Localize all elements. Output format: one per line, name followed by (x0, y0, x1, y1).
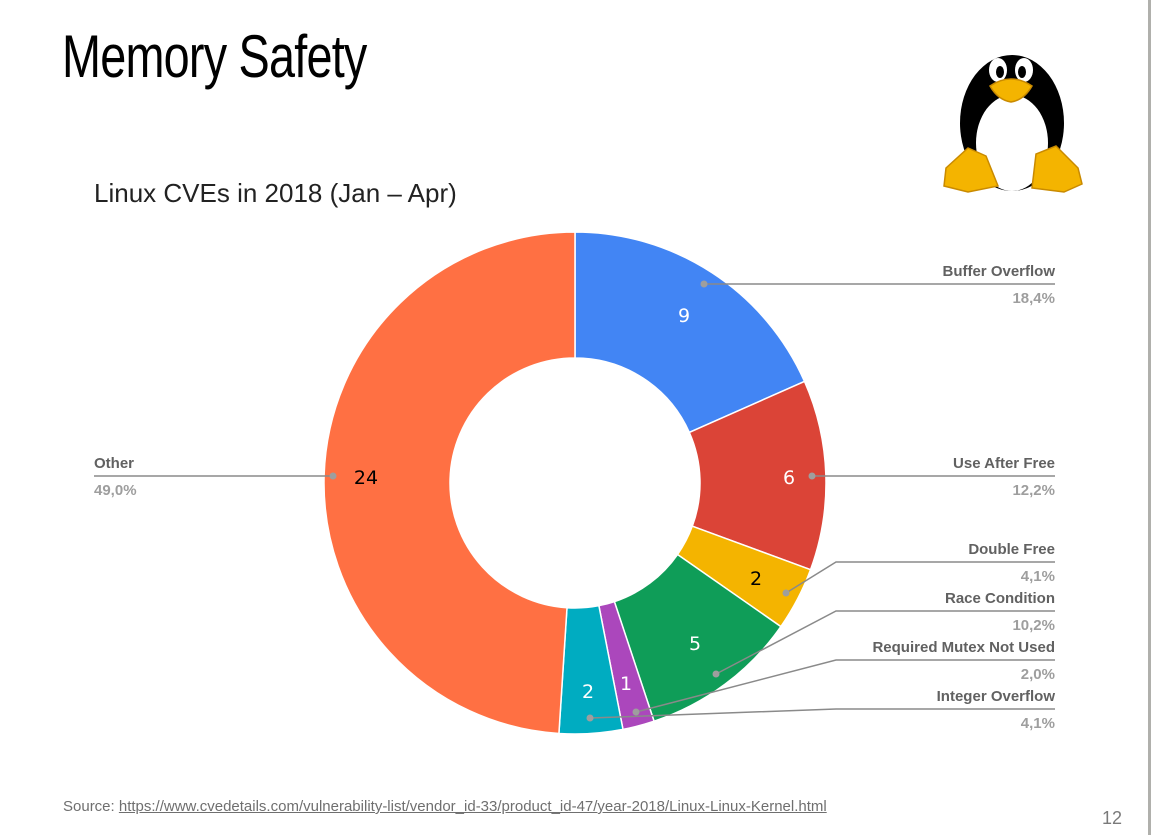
tux-penguin-icon (943, 55, 1083, 193)
category-label-required-mutex-not-used: Required Mutex Not Used (872, 639, 1055, 656)
category-label-other: Other (94, 455, 134, 472)
leader-line-integer-overflow (589, 708, 1055, 719)
category-label-use-after-free: Use After Free (953, 455, 1055, 472)
percent-label-race-condition: 10,2% (1012, 617, 1055, 634)
percent-label-double-free: 4,1% (1021, 568, 1055, 585)
slice-buffer-overflow[interactable] (574, 231, 806, 434)
leader-line-required-mutex-not-used (635, 659, 1055, 713)
value-label-race-condition: 5 (689, 633, 701, 655)
category-label-race-condition: Race Condition (945, 590, 1055, 607)
percent-label-use-after-free: 12,2% (1012, 482, 1055, 499)
leader-dot-double-free (782, 589, 790, 597)
source-link[interactable]: https://www.cvedetails.com/vulnerability… (118, 798, 827, 815)
value-label-other: 24 (354, 467, 378, 489)
category-label-buffer-overflow: Buffer Overflow (942, 263, 1055, 280)
percent-label-other: 49,0% (94, 482, 137, 499)
page-number: 12 (1102, 808, 1123, 828)
chart-title: Linux CVEs in 2018 (Jan – Apr) (94, 178, 457, 208)
value-label-use-after-free: 6 (783, 467, 795, 489)
slice-other[interactable] (323, 231, 576, 735)
percent-label-required-mutex-not-used: 2,0% (1021, 666, 1055, 683)
category-label-double-free: Double Free (968, 541, 1055, 558)
percent-label-buffer-overflow: 18,4% (1012, 290, 1055, 307)
source-label: Source: (63, 798, 119, 815)
scrollbar-edge (1148, 0, 1151, 835)
slide-title: Memory Safety (62, 23, 367, 90)
leader-dot-race-condition (712, 670, 720, 678)
value-label-double-free: 2 (750, 568, 762, 590)
leader-dot-use-after-free (808, 472, 816, 480)
percent-label-integer-overflow: 4,1% (1021, 715, 1055, 732)
source-citation: Source: https://www.cvedetails.com/vulne… (63, 798, 827, 815)
leader-dot-integer-overflow (586, 714, 594, 722)
value-label-required-mutex-not-used: 1 (620, 673, 632, 695)
leader-dot-other (329, 472, 337, 480)
leader-line-double-free (785, 561, 1055, 594)
leader-line-race-condition (715, 610, 1055, 675)
leader-dot-buffer-overflow (700, 280, 708, 288)
value-label-buffer-overflow: 9 (678, 305, 690, 327)
leader-dot-required-mutex-not-used (632, 708, 640, 716)
value-label-integer-overflow: 2 (582, 681, 594, 703)
category-label-integer-overflow: Integer Overflow (937, 688, 1056, 705)
